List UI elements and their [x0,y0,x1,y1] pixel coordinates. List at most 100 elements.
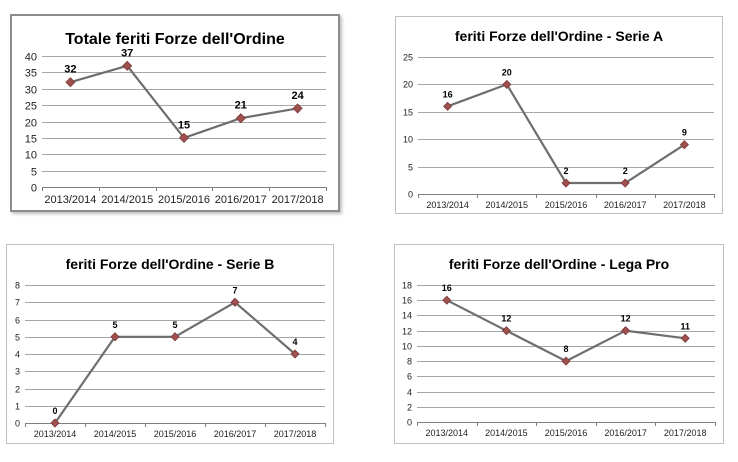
y-tick-label: 15 [403,108,413,118]
y-tick-label: 30 [25,84,37,96]
chart-lega-pro: feriti Forze dell'Ordine - Lega Pro 0 2 4 6 8… [402,256,716,438]
data-point-marker [292,103,303,114]
data-point-marker [561,178,571,188]
y-tick-label: 14 [402,311,412,321]
y-tick-label: 0 [408,190,413,200]
chart-title: feriti Forze dell'Ordine - Serie B [66,256,275,272]
data-point-marker [680,333,690,343]
data-label: 9 [682,128,687,138]
y-tick-label: 25 [25,100,37,112]
x-tick-label: 2014/2015 [94,429,137,439]
data-point-marker [122,60,133,71]
y-tick-label: 7 [15,298,20,308]
y-tick-label: 6 [407,372,412,382]
data-point-marker [621,326,631,336]
chart-serie-b: feriti Forze dell'Ordine - Serie B 0 1 2 3 4 5… [15,256,326,439]
data-label: 8 [563,344,568,354]
x-tick-label: 2015/2016 [545,428,588,438]
data-point-marker [502,79,512,89]
x-tick-label: 2014/2015 [486,200,529,210]
data-point-marker [235,113,246,124]
data-label: 11 [680,321,690,331]
y-tick-label: 40 [25,51,37,63]
x-tick-label: 2017/2018 [663,200,706,210]
y-tick-label: 15 [25,133,37,145]
y-tick-label: 10 [403,135,413,145]
x-tick-label: 2016/2017 [215,194,267,206]
y-tick-label: 8 [407,357,412,367]
data-point-marker [170,332,180,342]
x-tick-label: 2016/2017 [214,429,257,439]
y-tick-label: 6 [15,316,20,326]
data-label: 0 [52,406,57,416]
data-point-marker [443,101,453,111]
y-tick-label: 4 [15,350,20,360]
data-label: 12 [501,314,511,324]
y-tick-label: 8 [15,281,20,291]
data-label: 5 [112,320,117,330]
data-point-marker [178,132,190,143]
x-tick-label: 2014/2015 [101,194,153,206]
x-tick-label: 2013/2014 [426,428,469,438]
data-label: 32 [64,64,76,76]
y-tick-label: 1 [15,402,20,412]
chart-title: Totale feriti Forze dell'Ordine [65,31,285,48]
y-tick-label: 4 [407,388,412,398]
data-point-marker [110,332,120,342]
x-tick-label: 2017/2018 [664,428,707,438]
chart-panel-serie-b: feriti Forze dell'Ordine - Serie B 0 1 2 3 4 5… [6,244,334,444]
data-label: 21 [235,100,247,112]
data-label: 4 [292,337,297,347]
y-tick-label: 25 [403,53,413,63]
data-point-marker [620,178,630,188]
data-point-marker [442,295,452,305]
x-tick-label: 2016/2017 [604,200,647,210]
data-label: 5 [172,320,177,330]
x-tick-label: 2015/2016 [545,200,588,210]
data-label: 2 [563,166,568,176]
x-tick-label: 2017/2018 [272,194,324,206]
y-tick-label: 0 [31,182,37,194]
data-label: 16 [443,89,453,99]
data-label: 12 [621,314,631,324]
data-point-marker [501,326,511,336]
y-tick-label: 0 [407,418,412,428]
data-label: 7 [232,285,237,295]
data-label: 2 [623,166,628,176]
y-tick-label: 5 [31,166,37,178]
y-tick-label: 5 [15,333,20,343]
chart-totale: Totale feriti Forze dell'Ordine 0 5 10 15 20 2… [25,31,327,206]
y-tick-label: 18 [402,281,412,291]
data-point-marker [50,418,60,428]
y-tick-label: 0 [15,419,20,429]
x-tick-label: 2013/2014 [426,200,469,210]
data-label: 20 [502,67,512,77]
chart-panel-totale: Totale feriti Forze dell'Ordine 0 5 10 15 20 2… [10,14,340,212]
data-point-marker [290,349,300,359]
y-tick-label: 3 [15,367,20,377]
chart-panel-serie-a: feriti Forze dell'Ordine - Serie A 0 5 10 15… [395,16,723,214]
x-tick-label: 2017/2018 [274,429,317,439]
y-tick-label: 35 [25,67,37,79]
data-label: 16 [442,283,452,293]
x-tick-label: 2013/2014 [44,194,96,206]
x-tick-label: 2015/2016 [158,194,210,206]
chart-title: feriti Forze dell'Ordine - Lega Pro [449,256,669,272]
data-label: 15 [178,119,190,131]
x-tick-label: 2016/2017 [604,428,647,438]
data-point-marker [561,356,571,366]
data-label: 24 [291,90,304,102]
y-tick-label: 16 [402,296,412,306]
chart-panel-lega-pro: feriti Forze dell'Ordine - Lega Pro 0 2 4 6 8… [394,244,724,444]
data-point-marker [230,297,240,307]
data-label: 37 [121,47,133,59]
x-tick-label: 2013/2014 [34,429,77,439]
data-point-marker [65,77,76,88]
chart-title: feriti Forze dell'Ordine - Serie A [455,28,663,44]
y-tick-label: 10 [25,149,37,161]
y-tick-label: 20 [403,80,413,90]
y-tick-label: 10 [402,342,412,352]
x-tick-label: 2015/2016 [154,429,197,439]
chart-serie-a: feriti Forze dell'Ordine - Serie A 0 5 10 15… [403,28,715,210]
y-tick-label: 20 [25,117,37,129]
